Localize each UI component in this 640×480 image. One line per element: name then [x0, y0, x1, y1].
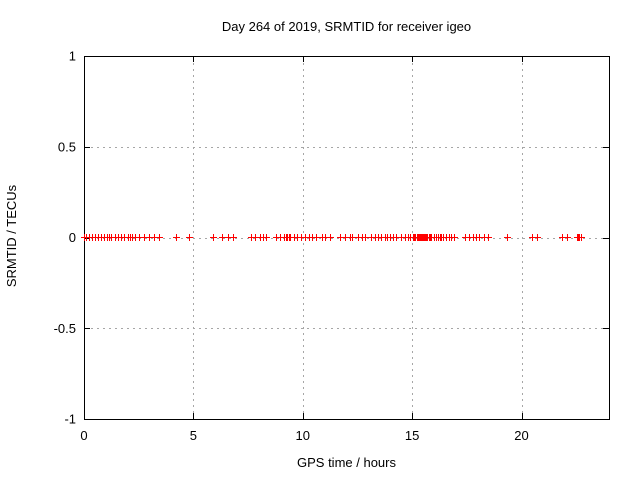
chart-layers: 0 5 10 15 20 1 0.5 0 -0.5 -1 — [54, 49, 610, 443]
y-tick-label: 1 — [69, 49, 76, 64]
x-tick-label: 5 — [190, 428, 197, 443]
y-tick-label: 0 — [69, 230, 76, 245]
x-tick-label: 15 — [405, 428, 419, 443]
y-tick-label: 0.5 — [58, 139, 76, 154]
x-axis-title: GPS time / hours — [297, 455, 396, 470]
y-tick-label: -0.5 — [54, 321, 76, 336]
x-tick-label: 20 — [514, 428, 528, 443]
y-tick-label: -1 — [64, 412, 76, 427]
x-tick-label: 0 — [80, 428, 87, 443]
x-tick-label: 10 — [296, 428, 310, 443]
y-axis-title: SRMTID / TECUs — [4, 184, 19, 287]
series-data-points — [81, 234, 585, 241]
chart-title: Day 264 of 2019, SRMTID for receiver ige… — [222, 19, 471, 34]
